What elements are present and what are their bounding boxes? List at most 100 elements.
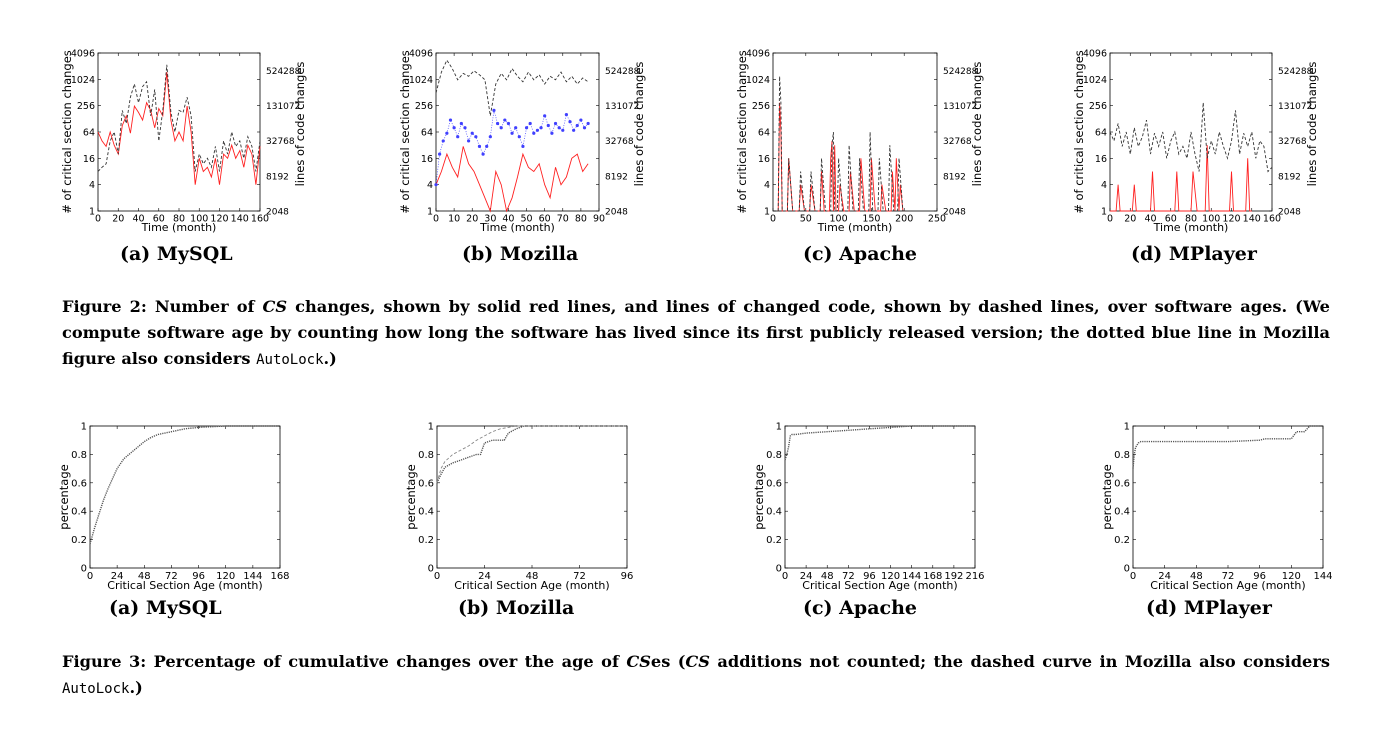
series-line-dotted-dark [89, 425, 280, 545]
x-tick-label: 0 [1107, 214, 1113, 225]
x-tick-label: 70 [557, 214, 569, 225]
x-tick-label: 200 [895, 214, 913, 225]
x-axis-label: Critical Section Age (month) [1150, 579, 1305, 592]
y-tick-label: 0.6 [766, 478, 782, 489]
series-point [495, 121, 500, 126]
series-point [550, 131, 554, 135]
fig2b-subcaption: (b) Mozilla [462, 243, 579, 265]
series-point [441, 139, 445, 143]
y2-tick-label: 524288 [943, 67, 978, 77]
y-axis-label: percentage [1100, 464, 1114, 529]
series-line-solid-red [777, 102, 905, 212]
x-tick-label: 150 [862, 214, 880, 225]
plot-frame [97, 52, 261, 212]
x-tick-label: 0 [782, 571, 788, 582]
y-tick-label: 0 [1124, 564, 1130, 575]
series-line-dotted-blue [435, 110, 589, 185]
x-tick-label: 0 [95, 214, 101, 225]
y-tick-label: 0.2 [71, 535, 87, 546]
y-tick-label: 0.8 [418, 450, 434, 461]
series-line-dotted-dark [436, 425, 627, 484]
y-tick-label: 0.8 [71, 450, 87, 461]
y-tick-label: 0.4 [71, 507, 87, 518]
x-tick-label: 144 [902, 571, 921, 582]
series-line-dashed-dark [777, 76, 905, 212]
y-tick-label: 4 [427, 180, 433, 191]
y2-tick-label: 524288 [1278, 67, 1313, 77]
series-point [546, 123, 550, 128]
x-axis-label: Time (month) [817, 221, 893, 234]
y-tick-label: 1 [81, 422, 87, 433]
x-tick-label: 192 [944, 571, 963, 582]
x-tick-label: 0 [770, 214, 776, 225]
y-tick-label: 256 [77, 101, 95, 112]
y-tick-label: 64 [83, 128, 95, 139]
y-tick-label: 0 [428, 564, 434, 575]
x-tick-label: 80 [575, 214, 587, 225]
y2-axis-label: lines of code changes [970, 62, 984, 187]
series-line-solid-red [435, 146, 589, 213]
y2-tick-label: 8192 [266, 172, 289, 182]
y-tick-label: 0.8 [766, 450, 782, 461]
y-tick-label: 1 [89, 207, 95, 218]
y-axis-label: percentage [752, 464, 766, 529]
series-point [452, 126, 456, 130]
fig3a-subcaption: (a) MySQL [109, 597, 222, 619]
series-point [524, 126, 529, 130]
series-point [488, 135, 492, 139]
y-tick-label: 0.4 [1114, 507, 1130, 518]
x-tick-label: 30 [484, 214, 496, 225]
y-axis-label: percentage [404, 464, 418, 529]
x-tick-label: 0 [1130, 571, 1136, 582]
y2-tick-label: 2048 [266, 208, 289, 218]
y-tick-label: 1024 [409, 75, 433, 86]
y2-tick-label: 131072 [1278, 102, 1312, 112]
x-tick-label: 168 [923, 571, 942, 582]
plot-frame [435, 52, 600, 212]
y-tick-label: 4096 [746, 49, 770, 60]
y-tick-label: 1 [428, 422, 434, 433]
plot-frame [1132, 425, 1324, 569]
y-tick-label: 256 [752, 101, 770, 112]
x-tick-label: 100 [1202, 214, 1220, 225]
y-axis-label: # of critical section changes [60, 50, 74, 214]
x-tick-label: 10 [448, 214, 460, 225]
fig2a-subcaption: (a) MySQL [120, 243, 233, 265]
y2-tick-label: 32768 [266, 137, 295, 147]
series-point [470, 131, 474, 135]
y-tick-label: 4 [89, 180, 95, 191]
y-tick-label: 1024 [1083, 75, 1107, 86]
series-point [445, 131, 449, 135]
y-tick-label: 0.6 [418, 478, 434, 489]
y-tick-label: 1 [1124, 422, 1130, 433]
x-tick-label: 100 [830, 214, 848, 225]
x-tick-label: 40 [502, 214, 514, 225]
x-tick-label: 20 [1124, 214, 1136, 225]
series-point [477, 144, 482, 148]
series-point [467, 139, 471, 143]
y2-tick-label: 524288 [266, 67, 301, 77]
y-tick-label: 0.6 [1114, 478, 1130, 489]
x-tick-label: 50 [521, 214, 533, 225]
series-point [492, 108, 496, 112]
y-tick-label: 0 [81, 564, 87, 575]
series-point [485, 144, 489, 148]
y2-axis-label: lines of code changes [632, 62, 646, 187]
series-point [539, 126, 543, 130]
plot-frame [1109, 52, 1273, 212]
series-point [521, 144, 525, 148]
series-point [553, 121, 558, 126]
figure2-caption: Figure 2: Number of CS changes, shown by… [62, 297, 1330, 368]
series-point [481, 152, 485, 156]
x-tick-label: 60 [539, 214, 551, 225]
x-tick-label: 72 [842, 571, 855, 582]
x-tick-label: 168 [270, 571, 289, 582]
y-tick-label: 4 [1101, 180, 1107, 191]
x-tick-label: 120 [210, 214, 228, 225]
series-line-dashed-dark [1109, 102, 1273, 173]
series-point [517, 135, 521, 139]
x-tick-label: 72 [573, 571, 586, 582]
y-tick-label: 16 [83, 154, 95, 165]
y2-tick-label: 524288 [605, 67, 640, 77]
series-point [510, 131, 514, 135]
